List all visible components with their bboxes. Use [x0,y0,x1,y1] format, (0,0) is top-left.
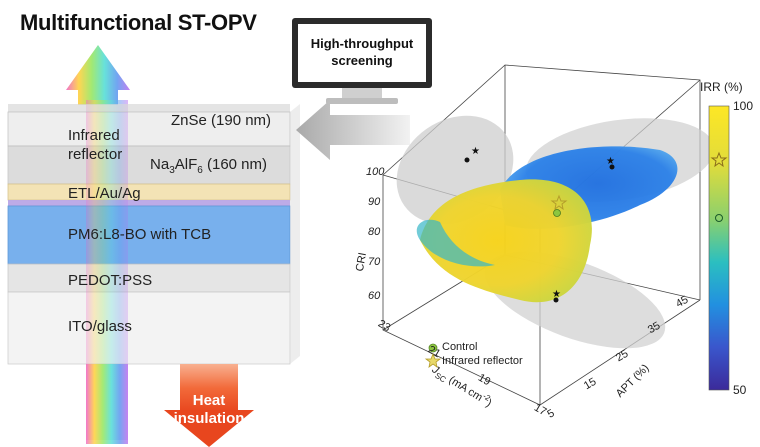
control-marker [553,209,561,217]
data-clouds [416,146,678,303]
device-stack [7,100,300,444]
colorbar-title: IRR (%) [700,80,743,94]
reflector-marker [550,194,568,211]
legend-control-label: Control [442,341,478,353]
colorbar-circle-marker [715,214,723,222]
monitor-line-1: High-throughput [310,36,414,51]
pedot-layer-label: PEDOT:PSS [68,272,153,289]
na3alf6-layer-label: Na3AlF6 (160 nm) [150,156,268,176]
heat-arrow [164,364,254,447]
svg-text:★: ★ [552,289,561,300]
z-tick: 60 [368,290,381,302]
etl-layer-label: ETL/Au/Ag [68,185,141,202]
z-tick: 70 [368,256,381,268]
ito-layer-label: ITO/glass [68,318,132,335]
svg-text:★: ★ [471,146,480,157]
legend-control-marker [428,343,438,353]
figure-title: Multifunctional ST-OPV [20,10,257,35]
z-tick: 90 [368,196,381,208]
data-markers: ★ ★ ★ [464,146,615,303]
monitor-caption: High-throughput screening [300,35,424,69]
colorbar-star-marker [710,151,728,168]
active-layer-label: PM6:L8-BO with TCB [68,226,212,243]
colorbar-min: 50 [733,383,747,397]
znse-layer-label: ZnSe (190 nm) [171,112,272,129]
infrared-reflector-label: Infrared reflector [68,127,123,163]
legend-reflector-label: Infrared reflector [442,355,523,367]
z-tick: 100 [366,166,385,178]
monitor-icon [292,18,432,104]
screening-arrow [296,100,410,160]
light-in-arrow [66,45,130,105]
z-tick: 80 [368,226,381,238]
heat-caption: Heat insulation [166,392,252,428]
colorbar-max: 100 [733,99,754,113]
legend-markers [424,343,442,368]
heat-line-2: insulation [173,410,245,427]
colorbar [708,105,730,391]
monitor-line-2: screening [331,53,393,68]
heat-line-1: Heat [192,392,226,409]
legend-reflector-marker [424,352,442,368]
svg-text:★: ★ [606,156,615,167]
